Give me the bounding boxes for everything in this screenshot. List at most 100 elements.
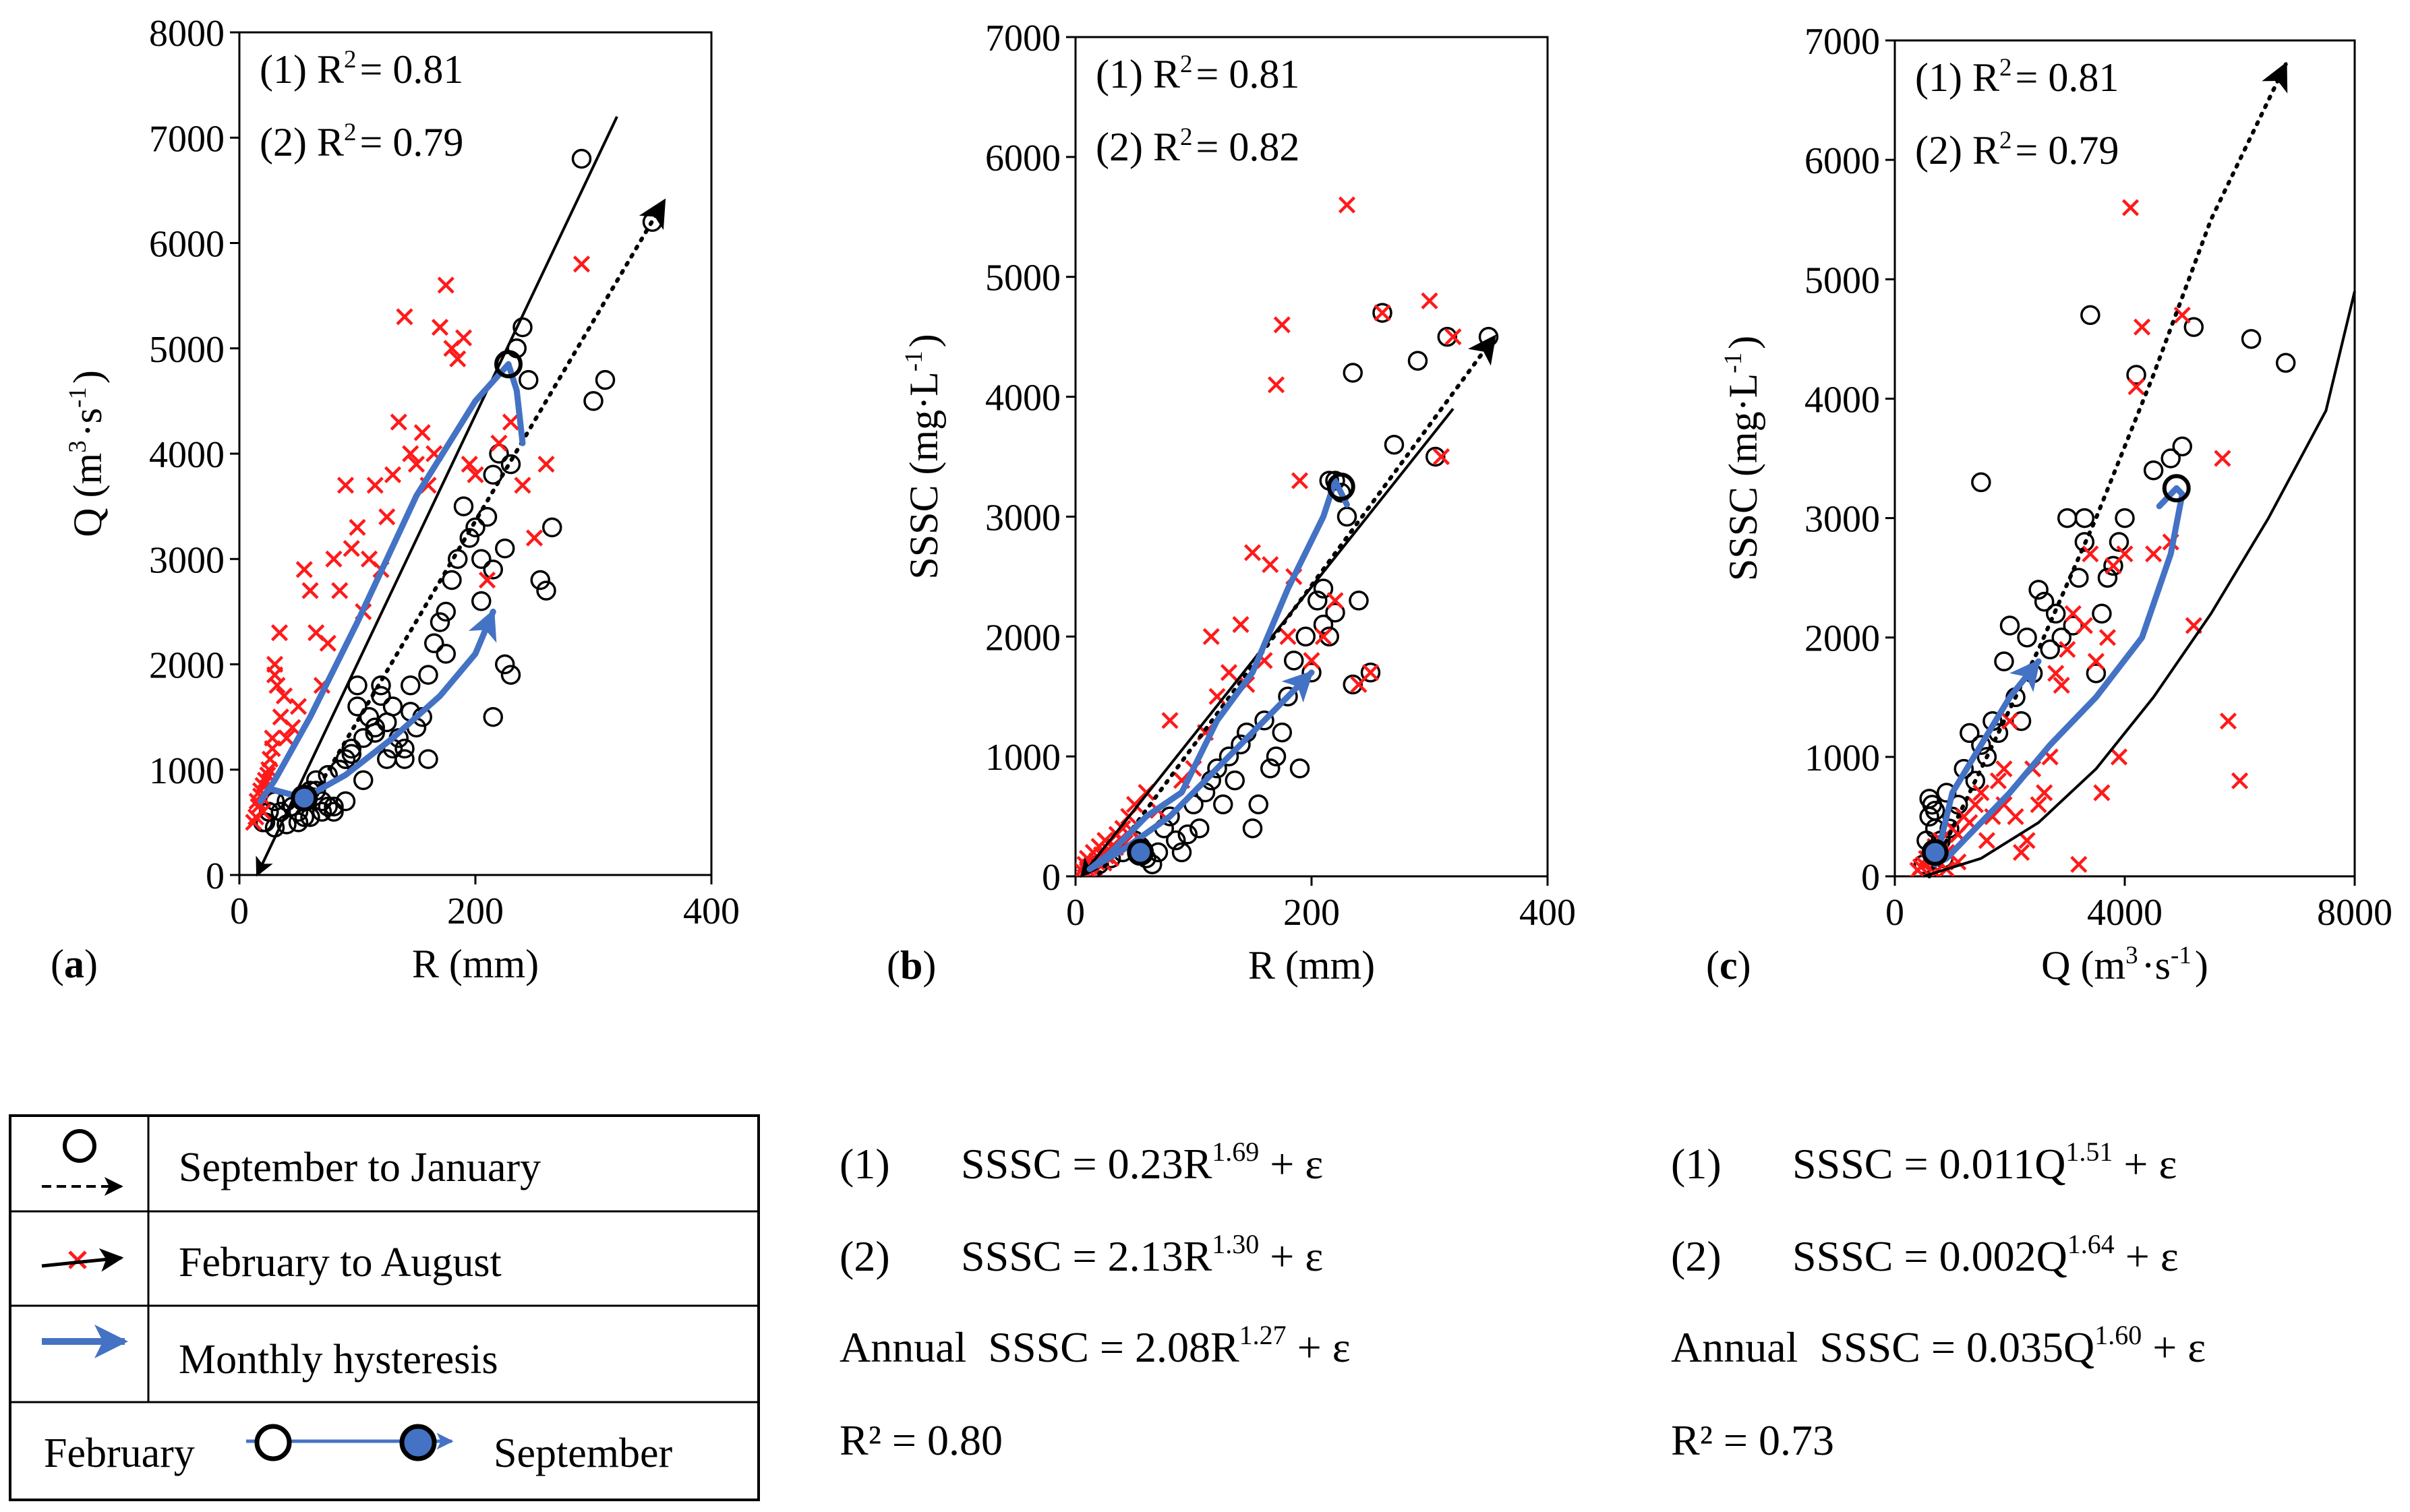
y-tick-label: 0 (1861, 857, 1880, 899)
red-x-stroke (360, 550, 378, 568)
x-axis-label: R (mm) (412, 942, 539, 986)
black-circle-point (324, 796, 344, 817)
black-circle-point (542, 517, 562, 538)
red-x-point (1220, 664, 1238, 682)
red-x-stroke (1208, 688, 1226, 705)
black-circle-point (2109, 532, 2129, 552)
equation-right-1: (1) SSSC = 0.011Q1.51 + ε (1671, 1139, 2177, 1189)
red-x-point (2231, 772, 2249, 789)
black-circle-point (2069, 568, 2089, 588)
equation-left-1: (1) SSSC = 0.23R1.69 + ε (840, 1139, 1323, 1189)
red-x-stroke (2007, 808, 2024, 826)
y-axis-label: SSSC (mg·L-1 ) (1720, 336, 1765, 581)
red-x-stroke (1966, 796, 1984, 814)
red-x-stroke (1256, 652, 1273, 669)
red-x-stroke (295, 561, 313, 578)
black-circle-point (1248, 794, 1268, 815)
black-circle-point (371, 675, 391, 696)
red-x-point (2007, 808, 2024, 826)
legend-sep-label: September (494, 1430, 672, 1476)
end-circle-icon (399, 1424, 437, 1461)
legend-label-hysteresis: Monthly hysteresis (179, 1337, 498, 1383)
black-circle-point (1295, 626, 1316, 647)
red-x-stroke (1989, 772, 2007, 789)
red-x-point (1291, 472, 1309, 489)
equation-number: (2) (1671, 1232, 1722, 1280)
black-circle-point (453, 496, 474, 516)
red-x-point (2053, 676, 2070, 694)
red-x-stroke (2012, 843, 2030, 861)
red-x-stroke (1267, 376, 1285, 394)
black-circle-point (1319, 626, 1339, 647)
equation-error-term: + ε (1259, 1232, 1324, 1280)
equation-left-annual: Annual SSSC = 2.08R1.27 + ε (840, 1322, 1351, 1372)
red-x-stroke (2231, 772, 2249, 789)
red-x-stroke (254, 777, 272, 794)
r2-annotation: (1) R2 = 0.81 (260, 46, 463, 92)
red-x-point (537, 456, 555, 473)
black-circle-point (2074, 508, 2095, 528)
red-x-point (431, 318, 449, 336)
black-circle-point (1166, 830, 1186, 851)
red-x-point (1432, 448, 1450, 466)
red-x-point (384, 466, 402, 483)
black-circle-point (2275, 353, 2296, 373)
x-tick-label: 400 (683, 890, 740, 932)
y-tick-label: 0 (1042, 857, 1061, 899)
chart-panel-b: 0 1000 2000 3000 4000 5000 6000 7000 0 200 400 R (m… (887, 18, 1576, 988)
red-x-point (2098, 629, 2117, 646)
r2-annotation: (1) R2 = 0.81 (1096, 51, 1299, 96)
y-tick-label: 3000 (149, 539, 225, 581)
red-x-stroke (431, 318, 449, 336)
red-x-stroke (1161, 712, 1179, 729)
black-circle-point (430, 612, 450, 632)
black-circle-point (2051, 627, 2071, 648)
black-circle-point (436, 601, 456, 622)
red-x-stroke (1338, 196, 1356, 214)
red-x-stroke (1361, 664, 1380, 682)
red-x-point (266, 666, 284, 684)
equation-number: (2) (840, 1232, 890, 1280)
y-tick-label: 0 (206, 855, 225, 897)
red-x-stroke (1972, 784, 1990, 802)
red-x-stroke (1326, 592, 1344, 609)
black-circle-point (365, 717, 385, 737)
red-x-stroke (402, 445, 419, 462)
red-x-stroke (502, 413, 520, 431)
red-x-stroke (284, 719, 301, 736)
start-circle-icon (254, 1424, 292, 1461)
equation-text: SSSC = 2.08R (988, 1323, 1239, 1371)
red-x-stroke (1314, 628, 1332, 645)
red-x-point (1303, 652, 1320, 669)
red-x-point (336, 477, 355, 494)
black-circle-point (365, 723, 385, 743)
red-x-stroke (407, 456, 425, 473)
red-x-stroke (396, 308, 413, 326)
red-x-stroke (572, 255, 591, 273)
red-x-point (1978, 832, 1995, 849)
black-circle-point (2092, 603, 2112, 624)
black-circle-point (495, 654, 515, 675)
red-x-stroke (331, 582, 349, 599)
black-circle-point (318, 796, 338, 817)
red-x-point (1966, 796, 1984, 814)
red-x-stroke (1421, 292, 1438, 309)
black-circle-point (1213, 794, 1233, 815)
x-axis-label: Q (m3 ·s-1 ) (2041, 942, 2208, 988)
red-x-stroke (2127, 378, 2145, 396)
red-x-point (275, 687, 293, 704)
red-x-point (525, 529, 543, 547)
black-circle-point (1384, 434, 1405, 455)
x-tick-label: 4000 (2087, 892, 2163, 934)
red-x-point (1314, 628, 1332, 645)
red-x-stroke (2030, 796, 2047, 814)
black-circle-point (1437, 326, 1457, 347)
red-x-point (1232, 615, 1250, 634)
black-circle-point (483, 560, 503, 580)
red-x-point (1267, 376, 1285, 394)
red-x-stroke (1273, 316, 1291, 334)
y-tick-label: 5000 (985, 258, 1061, 299)
red-x-point (1972, 784, 1990, 802)
equation-exponent: 1.51 (2065, 1137, 2113, 1167)
equation-right-2: (2) SSSC = 0.002Q1.64 + ε (1671, 1231, 2179, 1281)
